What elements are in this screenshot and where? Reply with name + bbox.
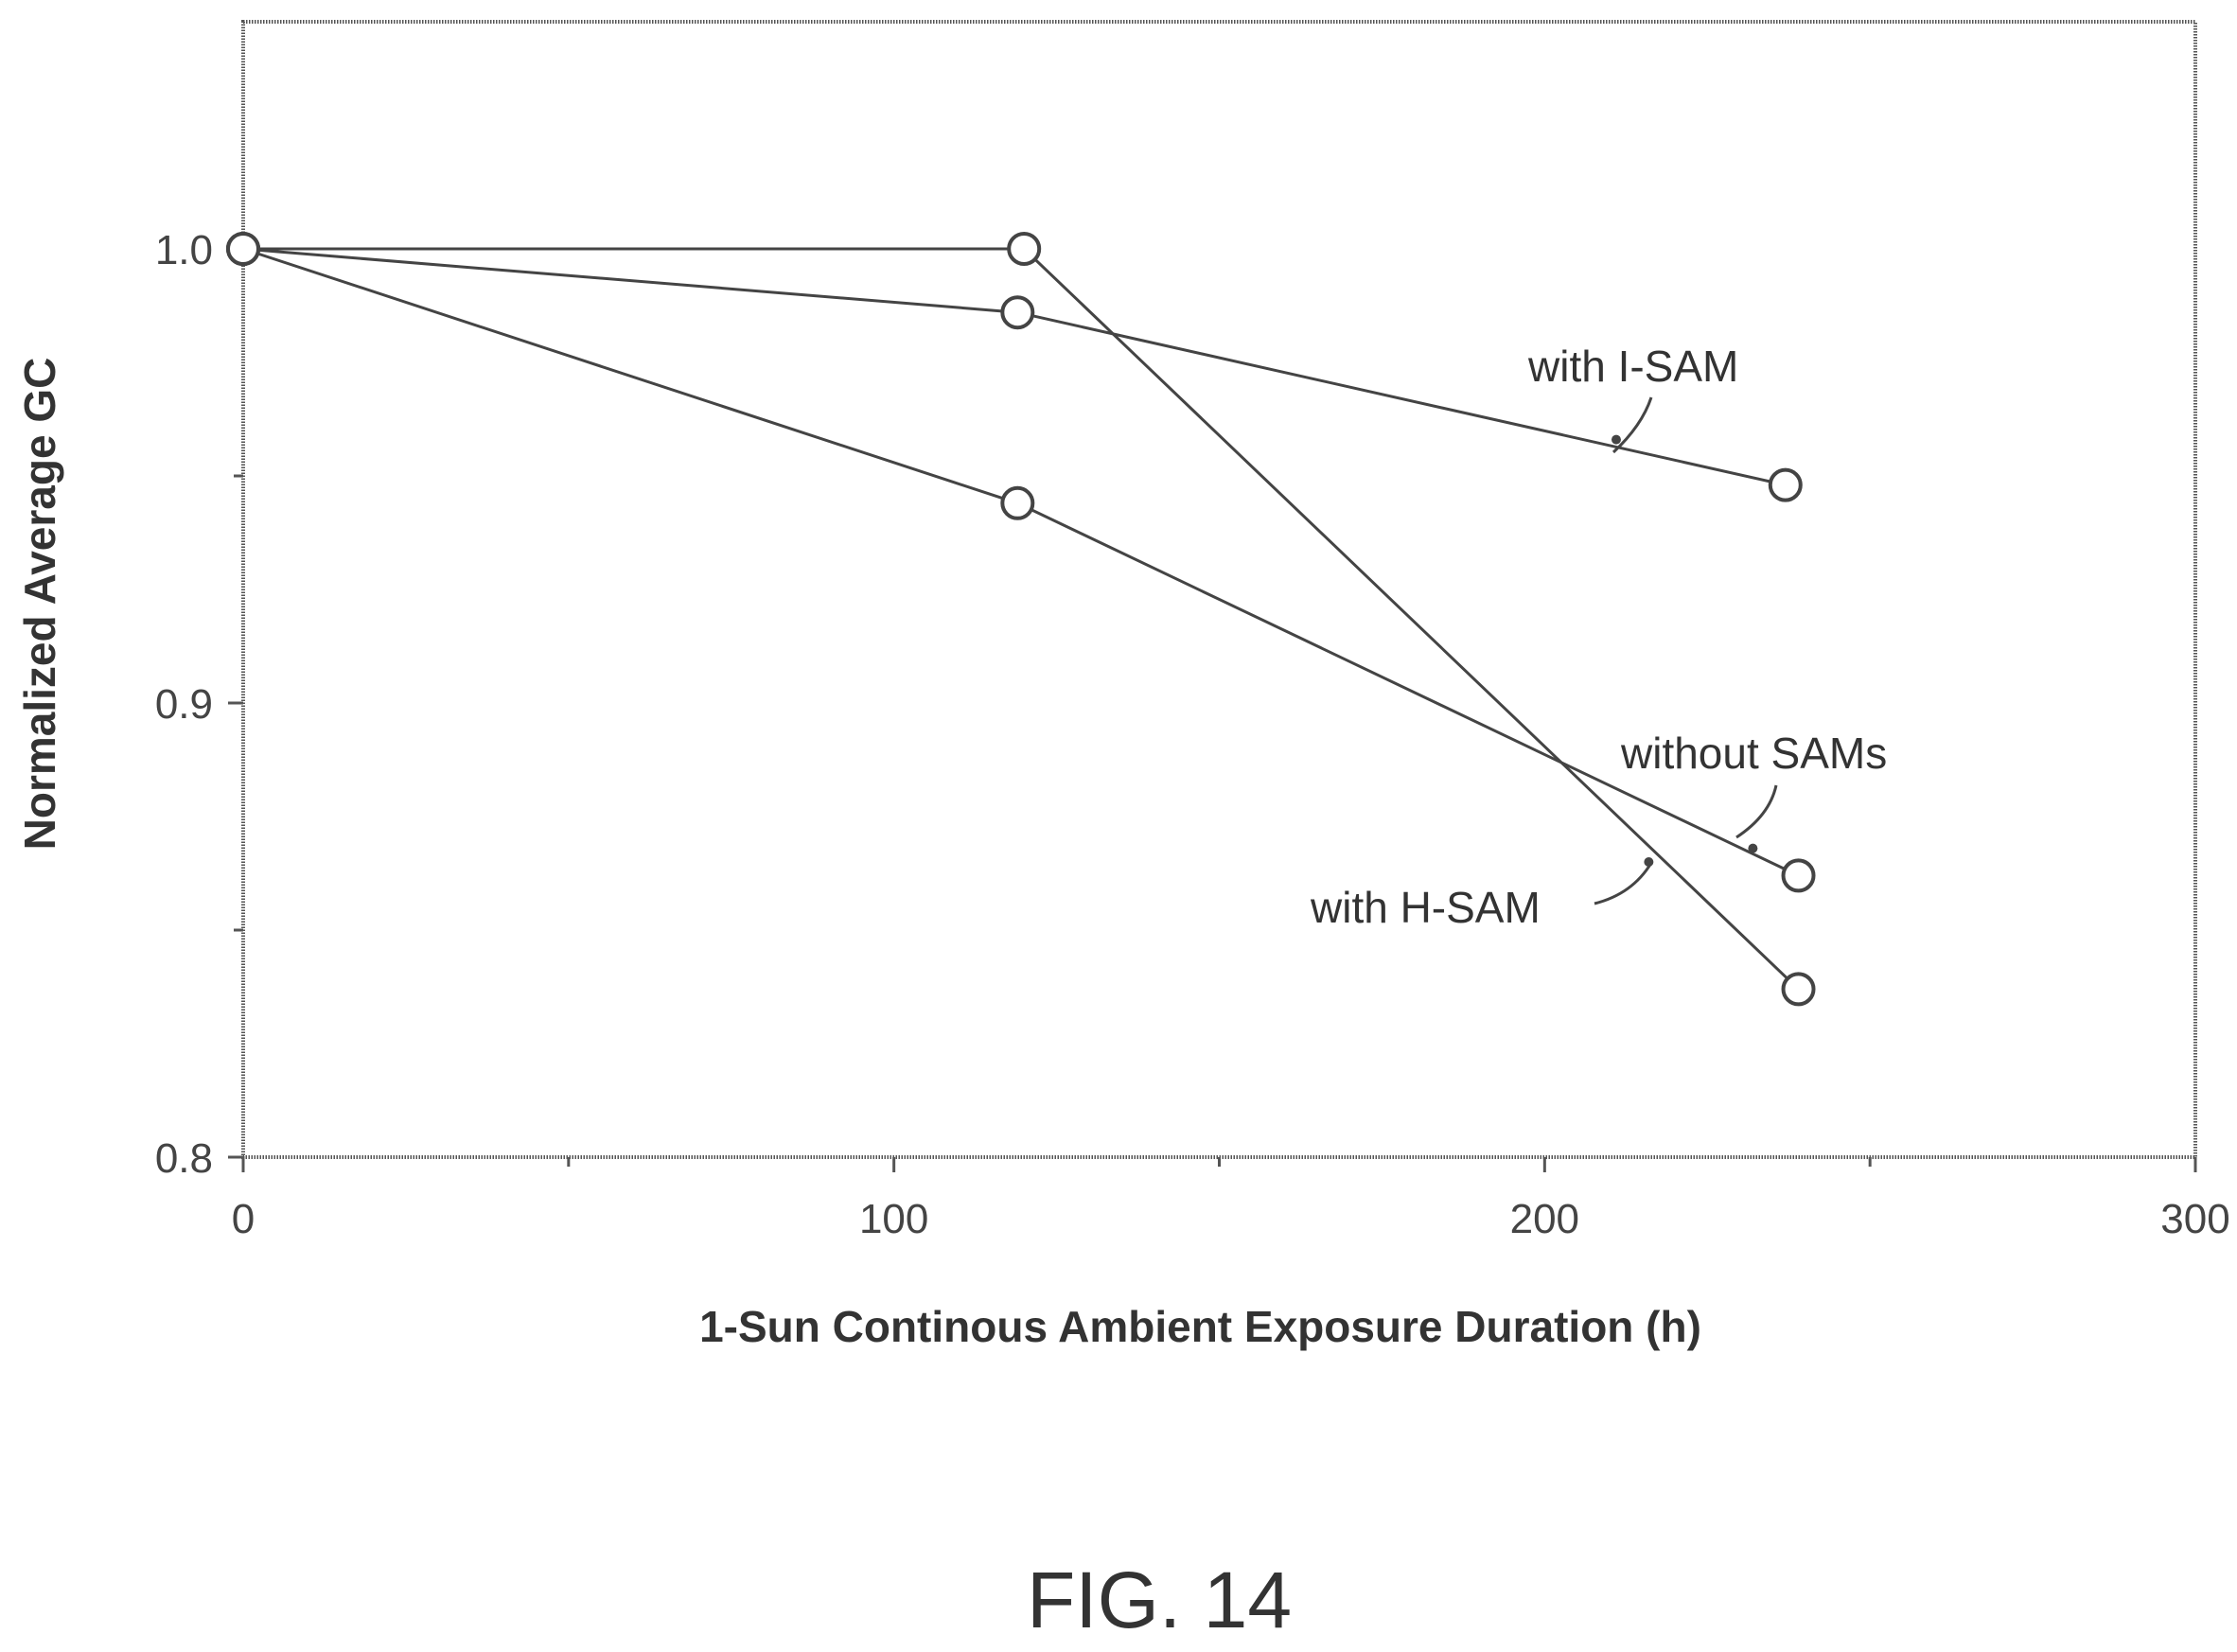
- annotation-layer: with I-SAM without SAMs with H-SAM: [1310, 342, 1887, 932]
- x-tick-label: 0: [232, 1196, 255, 1242]
- y-tick-label: 0.8: [155, 1135, 213, 1182]
- series-annotation: without SAMs: [1620, 729, 1887, 778]
- y-axis-title: Normalized Average GC: [15, 358, 64, 851]
- data-point: [1000, 295, 1035, 330]
- data-point: [1000, 485, 1035, 520]
- annotation-arrow: [1594, 862, 1653, 905]
- annotation-arrow: [1612, 396, 1653, 454]
- series-layer: [226, 232, 1816, 1007]
- x-tick-label: 300: [2160, 1196, 2229, 1242]
- x-tick-label: 100: [859, 1196, 928, 1242]
- axis-ticks: [228, 247, 2197, 1172]
- x-tick-label: 200: [1510, 1196, 1579, 1242]
- annotation-arrow-tip: [1611, 434, 1621, 445]
- text-layer: 0 100 200 300 0.8 0.9 1.0 1-Sun Continous Ambie…: [15, 227, 2230, 1644]
- figure-label: FIG. 14: [1027, 1555, 1292, 1644]
- data-point: [1781, 858, 1816, 893]
- x-axis-title: 1-Sun Continous Ambient Exposure Duratio…: [699, 1302, 1701, 1351]
- plot-frame: [241, 20, 2197, 1159]
- annotation-arrow-tip: [1748, 843, 1758, 853]
- data-point: [1007, 232, 1042, 266]
- data-point: [1781, 972, 1816, 1007]
- y-tick-label: 1.0: [155, 227, 213, 273]
- annotation-arrow-tip: [1644, 857, 1654, 867]
- data-point: [226, 232, 260, 266]
- series-annotation: with H-SAM: [1310, 883, 1541, 932]
- data-point: [1768, 467, 1803, 502]
- series-annotation: with I-SAM: [1527, 342, 1738, 391]
- annotation-arrow: [1735, 784, 1778, 839]
- y-tick-label: 0.9: [155, 681, 213, 728]
